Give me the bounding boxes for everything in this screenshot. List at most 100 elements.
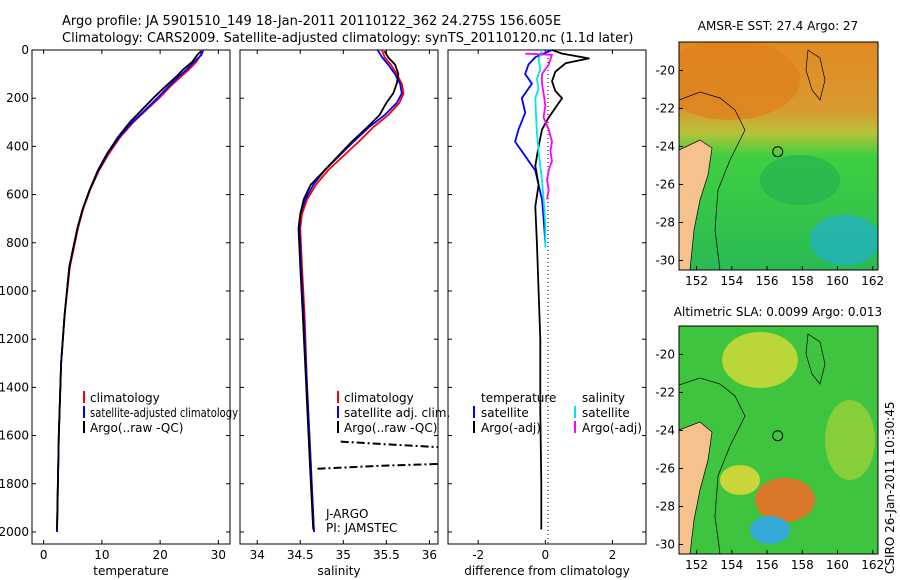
- sla-island-new-caledonia: [805, 333, 826, 385]
- lon-tick-label: 154: [720, 274, 743, 288]
- x-tick-label: 34: [250, 548, 265, 562]
- depth-tick-label: 0: [21, 43, 29, 57]
- x-tick-label: 36: [422, 548, 437, 562]
- lat-tick-label: -26: [655, 462, 675, 476]
- x-tick-label: 30: [211, 548, 226, 562]
- depth-tick-label: 1800: [0, 477, 29, 491]
- sla-map-frame: [678, 325, 879, 555]
- sla-map: Altimetric SLA: 0.0099 Argo: 0.013 152 15…: [655, 305, 884, 572]
- sst-cool-patch: [810, 215, 878, 265]
- climatology-series-line: [299, 49, 405, 533]
- x-tick-label: 2: [609, 548, 617, 562]
- lat-tick-label: -20: [655, 348, 675, 362]
- lon-tick-label: 158: [791, 274, 814, 288]
- sst-axes: 152 154 156 158 160 162 -20 -22 -24 -26 -28 -30: [655, 64, 884, 289]
- csiro-timestamp: CSIRO 26-Jan-2011 10:30:45: [883, 402, 897, 574]
- legend-label-temp-satellite: satellite: [481, 406, 529, 420]
- salinity-x-axis: 34 34.5 35 35.5 36: [250, 50, 437, 562]
- sla-high-patch-4: [825, 400, 875, 480]
- difference-xlabel: difference from climatology: [464, 564, 630, 578]
- dash-dot-1-line: [340, 440, 439, 449]
- x-tick-label: 35.5: [373, 548, 400, 562]
- x-tick-label: 35: [336, 548, 351, 562]
- lon-tick-label: 152: [685, 274, 708, 288]
- depth-tick-label: 2000: [0, 525, 29, 539]
- difference-legend: temperature satellite Argo(-adj) salinit…: [473, 391, 642, 435]
- x-tick-label: 10: [94, 548, 109, 562]
- lat-tick-label: -28: [655, 500, 675, 514]
- float-program-label: J-ARGO: [325, 507, 368, 521]
- x-tick-label: 0: [40, 548, 48, 562]
- legend-label-argo: Argo(..raw -QC): [344, 421, 437, 435]
- sst-land-australia: [679, 139, 713, 270]
- sst-map: AMSR-E SST: 27.4 Argo: 27 152 154 156 158 16…: [655, 19, 884, 288]
- legend-label-sal-satellite: satellite: [582, 406, 630, 420]
- legend-label-satellite: satellite-adjusted climatology: [90, 406, 238, 420]
- sst-map-frame: [678, 41, 879, 271]
- depth-tick-label: 1400: [0, 380, 29, 394]
- salinity-axes-frame: [239, 49, 439, 545]
- lon-tick-label: 156: [756, 558, 779, 572]
- legend-label-climatology: climatology: [90, 391, 160, 405]
- x-tick-label: -2: [472, 548, 484, 562]
- depth-tick-label: 1200: [0, 332, 29, 346]
- sla-high-patch: [755, 478, 815, 522]
- figure-title-line1: Argo profile: JA 5901510_149 18-Jan-2011…: [62, 14, 561, 29]
- depth-tick-label: 200: [6, 91, 29, 105]
- lat-tick-label: -20: [655, 64, 675, 78]
- temperature-profiles: [56, 49, 205, 533]
- salinity-profiles: [297, 49, 439, 533]
- argo-raw-qc-series-line: [56, 50, 202, 530]
- lat-tick-label: -24: [655, 424, 675, 438]
- lat-tick-label: -28: [655, 216, 675, 230]
- sst-profile-location-marker: [772, 146, 784, 158]
- depth-axis: 0 200 400 600 800 1000 1200 1400 1600 1800 2000: [0, 43, 646, 539]
- legend-label-climatology: climatology: [344, 391, 414, 405]
- salinity-xlabel: salinity: [317, 564, 360, 578]
- salinity-panel: 34 34.5 35 35.5 36 salinity climatology sate…: [239, 49, 450, 578]
- lon-tick-label: 158: [791, 558, 814, 572]
- lon-tick-label: 152: [685, 558, 708, 572]
- difference-axes-frame: [447, 49, 647, 545]
- temperature-argo-adj-series-line: [534, 49, 590, 530]
- argo-raw-qc-series-line: [297, 50, 400, 530]
- sst-field: [679, 42, 878, 270]
- sla-axes: 152 154 156 158 160 162 -20 -22 -24 -26 -28 -30: [655, 348, 884, 573]
- x-tick-label: 20: [152, 548, 167, 562]
- sst-coastline-contour: [679, 91, 746, 270]
- temperature-xlabel: temperature: [93, 564, 168, 578]
- satellite-adj-clim-series-line: [298, 49, 403, 533]
- lat-tick-label: -30: [655, 254, 675, 268]
- lat-tick-label: -30: [655, 538, 675, 552]
- depth-tick-label: 1600: [0, 429, 29, 443]
- salinity-legend: climatology satellite adj. clim. Argo(..…: [337, 391, 450, 435]
- temperature-legend: climatology satellite-adjusted climatolo…: [83, 391, 238, 435]
- legend-heading-salinity: salinity: [582, 391, 625, 405]
- depth-tick-label: 1000: [0, 284, 29, 298]
- depth-tick-label: 800: [6, 236, 29, 250]
- sla-high-patch-2: [722, 332, 798, 388]
- sst-warm-patch: [679, 42, 800, 120]
- sst-cool-patch-2: [760, 155, 840, 205]
- lon-tick-label: 160: [826, 274, 849, 288]
- dash-dot-2-line: [317, 463, 439, 470]
- x-tick-label: 34.5: [287, 548, 314, 562]
- lat-tick-label: -22: [655, 102, 675, 116]
- depth-tick-label: 400: [6, 139, 29, 153]
- legend-label-satellite: satellite adj. clim.: [344, 406, 450, 420]
- legend-label-sal-argo: Argo(-adj): [582, 421, 642, 435]
- difference-panel: -2 0 2 difference from climatology tempera…: [447, 49, 647, 578]
- depth-tick-label: 600: [6, 188, 29, 202]
- sla-field: [679, 326, 878, 554]
- lat-tick-label: -22: [655, 386, 675, 400]
- x-tick-label: 0: [542, 548, 550, 562]
- sla-map-title: Altimetric SLA: 0.0099 Argo: 0.013: [674, 305, 882, 319]
- temperature-axes-frame: [31, 49, 231, 545]
- lon-tick-label: 162: [861, 274, 884, 288]
- sla-land-australia: [679, 421, 713, 554]
- lon-tick-label: 156: [756, 274, 779, 288]
- sla-low-patch: [750, 516, 790, 544]
- legend-label-argo: Argo(..raw -QC): [90, 421, 183, 435]
- lon-tick-label: 160: [826, 558, 849, 572]
